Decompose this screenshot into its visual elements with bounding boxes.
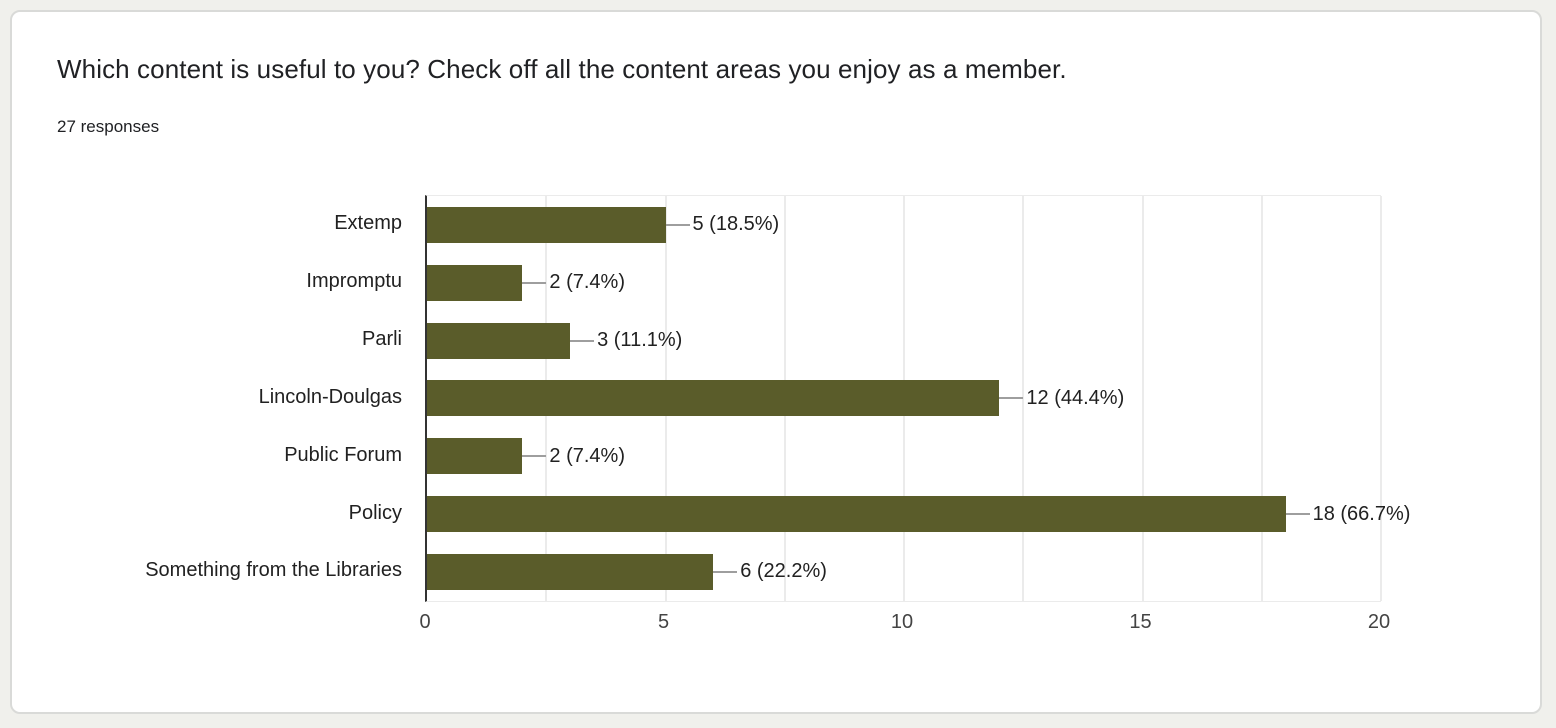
x-tick-label-10: 10: [890, 611, 914, 633]
bar-value-label: 2 (7.4%): [549, 444, 625, 467]
bar-parli: [427, 322, 571, 359]
leader-line: [570, 339, 595, 342]
category-label-extemp: Extemp: [334, 212, 402, 235]
bar-row-extemp: 5 (18.5%): [427, 196, 1381, 254]
bar-value-label: 5 (18.5%): [692, 213, 780, 236]
x-tick-label-5: 5: [657, 611, 670, 633]
plot-area: 5 (18.5%) 2 (7.4%) 3 (11.1%) 12 (44.4%) 2 (7…: [425, 195, 1410, 602]
bar-chart: Extemp Impromptu Parli Lincoln-Doulgas Publi…: [57, 195, 1410, 645]
leader-line: [999, 397, 1024, 400]
gridline: [1141, 196, 1144, 601]
bar-public-forum: [427, 438, 523, 475]
bar-row-policy: 18 (66.7%): [427, 485, 1410, 543]
responses-count: 27 responses: [57, 117, 160, 136]
category-label-something-from-the-libraries: Something from the Libraries: [145, 559, 402, 582]
leader-line: [665, 223, 690, 226]
bar-row-impromptu: 2 (7.4%): [427, 254, 1381, 312]
leader-line: [1285, 513, 1310, 516]
category-label-lincoln-doulgas: Lincoln-Doulgas: [258, 385, 402, 408]
bar-value-label: 3 (11.1%): [597, 329, 683, 352]
category-labels-column: Extemp Impromptu Parli Lincoln-Doulgas Publi…: [57, 195, 425, 600]
bar-policy: [427, 496, 1286, 533]
bar-row-parli: 3 (11.1%): [427, 312, 1381, 370]
category-label-parli: Parli: [361, 328, 402, 351]
question-title: Which content is useful to you? Check of…: [57, 54, 1067, 84]
bar-something-from-the-libraries: [427, 553, 714, 590]
survey-question-card: Which content is useful to you? Check of…: [10, 10, 1542, 714]
bar-value-label: 12 (44.4%): [1026, 386, 1125, 409]
gridline: [1260, 196, 1263, 601]
x-tick-label-20: 20: [1367, 611, 1391, 633]
category-label-public-forum: Public Forum: [284, 443, 402, 466]
category-label-impromptu: Impromptu: [306, 270, 402, 293]
bar-extemp: [427, 206, 666, 243]
x-tick-label-0: 0: [419, 611, 431, 633]
gridline: [1380, 196, 1382, 601]
bar-value-label: 6 (22.2%): [740, 560, 827, 583]
bar-row-lincoln-doulgas: 12 (44.4%): [427, 370, 1381, 428]
bar-value-label: 18 (66.7%): [1312, 502, 1411, 525]
leader-line: [713, 570, 738, 573]
x-tick-label-15: 15: [1129, 611, 1152, 633]
bar-impromptu: [427, 264, 523, 301]
bar-row-something-from-the-libraries: 6 (22.2%): [427, 543, 1381, 601]
leader-line: [522, 281, 547, 284]
bar-row-public-forum: 2 (7.4%): [427, 427, 1381, 485]
bar-value-label: 2 (7.4%): [549, 271, 625, 294]
bar-lincoln-doulgas: [427, 380, 1000, 417]
leader-line: [522, 455, 547, 458]
x-axis: 0 5 10 15 20: [419, 601, 1390, 645]
category-label-policy: Policy: [348, 501, 402, 524]
